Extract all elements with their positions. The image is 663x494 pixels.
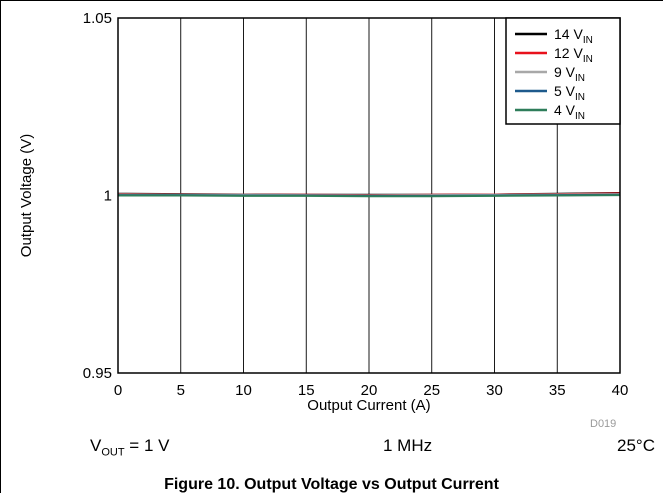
vout-value: = 1 V: [124, 436, 170, 455]
x-tick-label-0: 0: [114, 382, 122, 399]
frequency-condition: 1 MHz: [383, 436, 433, 455]
x-tick-label-20: 20: [361, 382, 378, 399]
y-tick-label-1: 1: [104, 188, 112, 205]
x-tick-label-25: 25: [423, 382, 440, 399]
series-lines: [117, 192, 621, 198]
x-axis-title: Output Current (A): [307, 397, 430, 414]
vout-prefix: V: [90, 436, 102, 455]
y-tick-label-1.05: 1.05: [83, 10, 112, 27]
x-tick-label-15: 15: [298, 382, 315, 399]
figure-id: D019: [590, 418, 617, 430]
x-tick-label-35: 35: [549, 382, 566, 399]
x-tick-label-40: 40: [612, 382, 629, 399]
axes: 0 5 10 15 20 25 30 35 40 0.95 1 1.05 Output Current …: [18, 10, 628, 414]
x-tick-label-10: 10: [235, 382, 252, 399]
figure-caption: Figure 10. Output Voltage vs Output Curr…: [164, 476, 499, 493]
x-tick-label-5: 5: [177, 382, 185, 399]
y-tick-label-0.95: 0.95: [83, 365, 112, 382]
x-tick-label-30: 30: [486, 382, 503, 399]
vout-condition: VOUT = 1 V: [90, 436, 169, 458]
series-line-4-v: [118, 194, 621, 198]
plot-border: [117, 17, 621, 374]
vout-subscript: OUT: [101, 446, 125, 459]
y-axis-title: Output Voltage (V): [18, 134, 35, 257]
temperature-condition: 25°C: [617, 436, 655, 455]
